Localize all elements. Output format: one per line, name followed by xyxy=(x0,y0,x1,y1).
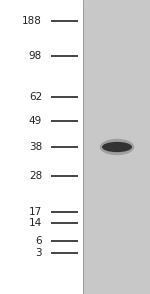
Ellipse shape xyxy=(102,142,132,152)
Text: 6: 6 xyxy=(35,236,42,246)
Text: 28: 28 xyxy=(29,171,42,181)
Ellipse shape xyxy=(100,139,134,155)
Text: 188: 188 xyxy=(22,16,42,26)
FancyBboxPatch shape xyxy=(0,0,83,294)
Text: 49: 49 xyxy=(29,116,42,126)
Text: 3: 3 xyxy=(35,248,42,258)
Text: 38: 38 xyxy=(29,142,42,152)
Text: 14: 14 xyxy=(29,218,42,228)
Text: 62: 62 xyxy=(29,92,42,102)
Text: 98: 98 xyxy=(29,51,42,61)
Text: 17: 17 xyxy=(29,207,42,217)
